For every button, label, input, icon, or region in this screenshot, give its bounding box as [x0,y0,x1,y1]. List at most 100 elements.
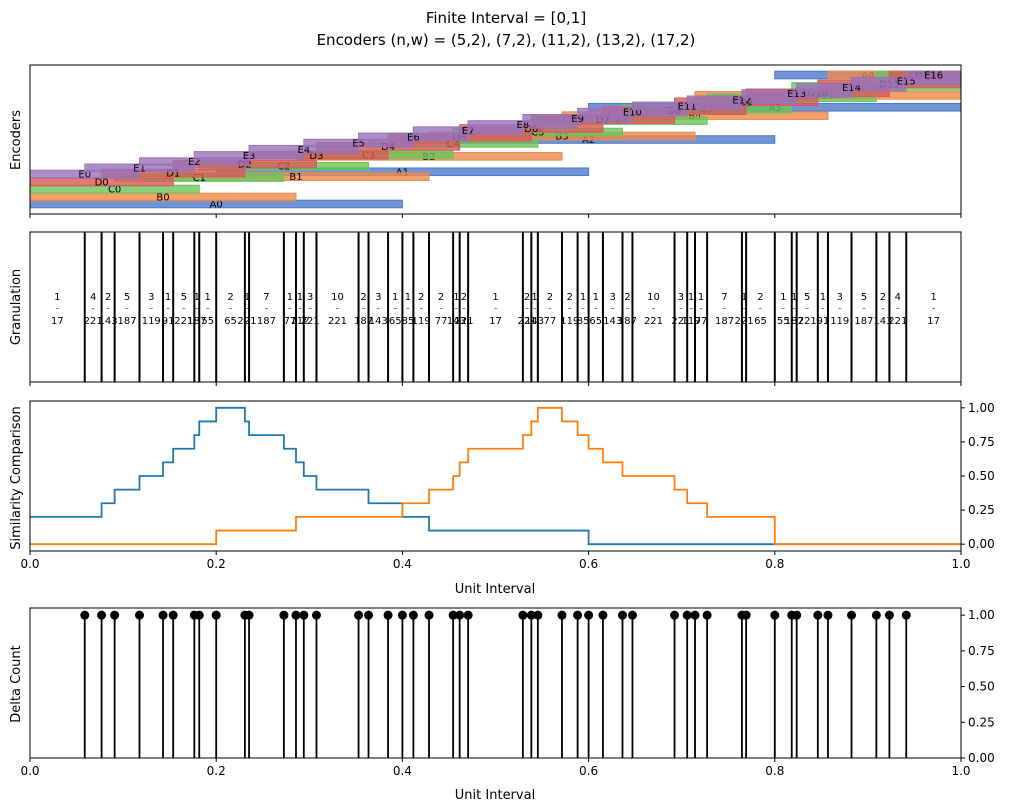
granule-denominator: 17 [51,316,64,327]
granule-denominator: 221 [644,316,663,327]
y-tick-label: 0.25 [968,715,995,729]
granule-denominator: 55 [201,316,214,327]
granule-fraction-bar: – [689,304,693,312]
granule-fraction-bar: – [106,304,110,312]
delta-marker [741,610,751,620]
y-tick-label: 0.50 [968,680,995,694]
encoder-label-E7: E7 [462,126,475,137]
granule-numerator: 1 [297,292,303,303]
encoder-bars: A0A1A2A3A4B0B1B2B3B4B5B6C0C1C2C3C4C5C6C7… [29,71,962,211]
delta-marker [211,610,221,620]
delta-marker [244,610,254,620]
delta-marker [670,610,680,620]
granule-numerator: 1 [593,292,599,303]
encoder-label-E9: E9 [571,114,584,125]
delta-marker [455,610,465,620]
granule-denominator: 91 [162,316,175,327]
granule-denominator: 112 [290,316,309,327]
encoders-ylabel: Encoders [9,110,24,170]
granule-denominator: 187 [715,316,734,327]
granule-denominator: 221 [237,316,256,327]
encoder-label-C0: C0 [108,185,121,196]
granule-numerator: 7 [263,292,269,303]
encoder-label-B0: B0 [156,193,169,204]
granule-denominator: 221 [454,316,473,327]
granule-fraction-bar: – [419,304,423,312]
granule-numerator: 1 [405,292,411,303]
granule-fraction-bar: – [308,304,312,312]
granule-fraction-bar: – [932,304,936,312]
x-tick-label: 0.0 [20,557,39,571]
granule-numerator: 1 [165,292,171,303]
granule-numerator: 7 [721,292,727,303]
granule-denominator: 221 [84,316,103,327]
granule-denominator: 221 [888,316,907,327]
delta-xlabel: Unit Interval [455,788,535,803]
granule-fraction-bar: – [838,304,842,312]
granule-fraction-bar: – [462,304,466,312]
granule-denominator: 187 [118,316,137,327]
y-tick-label: 1.00 [968,401,995,415]
granule-fraction-bar: – [782,304,786,312]
granule-denominator: 17 [489,316,502,327]
delta-marker [901,610,911,620]
similarity-lines: 0.0 0.2 0.4 0.6 0.8 1.0 0.00 0.25 0.50 0.75 1.00 [20,400,995,571]
granule-numerator: 2 [757,292,763,303]
granule-numerator: 2 [227,292,233,303]
delta-marker [80,610,90,620]
granule-numerator: 2 [461,292,467,303]
granule-fraction-bar: – [265,304,269,312]
similarity-axes-frame [29,400,962,552]
delta-marker [584,610,594,620]
delta-axes-frame [29,607,962,759]
delta-count-panel: 0.0 0.2 0.4 0.6 0.8 1.00.00 0.25 0.50 0.75 1.00 D… [9,607,995,803]
granule-numerator: 1 [244,292,250,303]
granule-denominator: 221 [301,316,320,327]
granule-fraction-bar: – [206,304,210,312]
granule-denominator: 65 [389,316,402,327]
granule-numerator: 3 [375,292,381,303]
granule-numerator: 2 [567,292,573,303]
granule-numerator: 2 [105,292,111,303]
granule-denominator: 65 [224,316,237,327]
delta-marker [813,610,823,620]
granule-fraction-bar: – [525,304,529,312]
granule-denominator: 17 [927,316,940,327]
granule-fraction-bar: – [862,304,866,312]
granule-numerator: 1 [820,292,826,303]
granule-denominator: 187 [187,316,206,327]
granule-numerator: 1 [287,292,293,303]
granule-fraction-bar: – [166,304,170,312]
granule-numerator: 3 [610,292,616,303]
granule-denominator: 77 [544,316,557,327]
y-tick-label: 0.00 [968,537,995,551]
delta-marker [533,610,543,620]
delta-marker [526,610,536,620]
granule-numerator: 1 [688,292,694,303]
delta-marker [291,610,301,620]
delta-marker [770,610,780,620]
delta-marker [463,610,473,620]
granule-numerator: 4 [90,292,96,303]
similarity-ylabel: Similarity Comparison [9,406,24,549]
y-tick-label: 0.00 [968,751,995,765]
granule-denominator: 65 [754,316,767,327]
granule-fraction-bar: – [759,304,763,312]
encoder-label-D1: D1 [166,169,180,180]
granule-denominator: 221 [798,316,817,327]
encoder-label-E16: E16 [924,71,943,82]
granule-denominator: 119 [142,316,161,327]
granule-fraction-bar: – [679,304,683,312]
granule-numerator: 4 [895,292,901,303]
delta-marker [627,610,637,620]
granule-denominator: 143 [369,316,388,327]
delta-marker [617,610,627,620]
granulation-cells: 1–174–2212–1435–1873–1191–915–2211–1871–… [29,231,962,386]
delta-marker [518,610,528,620]
granulation-panel: 1–174–2212–1435–1873–1191–915–2211–1871–… [9,231,962,386]
delta-marker [448,610,458,620]
granule-fraction-bar: – [805,304,809,312]
granule-fraction-bar: – [533,304,537,312]
granule-denominator: 119 [682,316,701,327]
